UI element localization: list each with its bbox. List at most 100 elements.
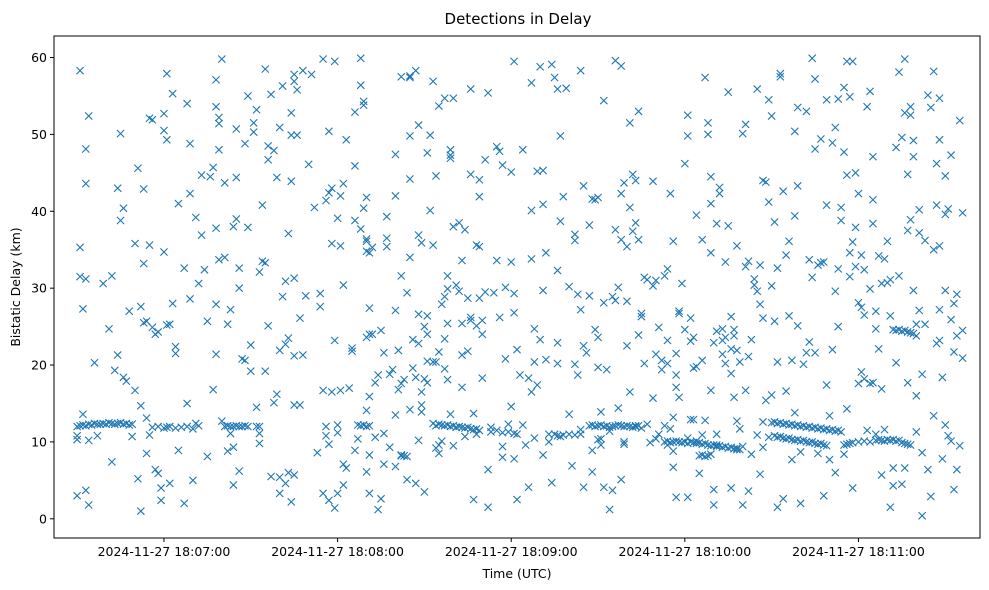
data-point xyxy=(793,103,802,112)
data-point xyxy=(840,83,848,92)
data-point xyxy=(194,279,203,288)
data-point xyxy=(932,201,941,210)
data-point xyxy=(594,363,603,372)
data-point xyxy=(463,347,472,356)
data-point xyxy=(290,470,299,479)
data-point xyxy=(527,387,536,396)
data-point xyxy=(394,385,403,394)
data-point xyxy=(764,433,773,442)
data-point xyxy=(660,421,669,430)
data-point xyxy=(304,160,313,169)
data-point xyxy=(400,451,409,460)
data-point xyxy=(93,431,102,440)
data-point xyxy=(209,385,218,394)
data-point xyxy=(706,450,715,459)
data-point xyxy=(240,421,249,430)
data-point xyxy=(779,494,788,503)
data-point xyxy=(264,141,273,150)
data-point xyxy=(698,430,707,439)
data-point xyxy=(220,422,229,431)
data-point xyxy=(310,203,319,212)
data-point xyxy=(669,413,678,422)
data-point xyxy=(397,72,406,81)
data-point xyxy=(339,179,348,188)
data-point xyxy=(892,143,901,152)
data-point xyxy=(287,108,296,117)
data-point xyxy=(672,383,681,392)
data-point xyxy=(159,126,168,135)
data-point xyxy=(377,326,385,335)
data-point xyxy=(941,210,950,219)
data-point xyxy=(701,73,710,82)
data-point xyxy=(628,227,637,236)
data-point xyxy=(819,258,828,267)
data-point xyxy=(434,347,443,356)
data-point xyxy=(735,424,744,433)
data-point xyxy=(617,235,626,244)
data-point xyxy=(949,299,958,308)
data-point xyxy=(81,486,90,495)
data-point xyxy=(686,337,695,346)
data-point xyxy=(732,417,741,426)
data-point xyxy=(345,384,354,393)
data-point xyxy=(284,229,293,238)
data-point xyxy=(923,91,932,100)
data-point xyxy=(625,203,634,212)
data-point xyxy=(131,386,140,395)
data-point xyxy=(599,483,608,492)
data-point xyxy=(397,271,406,280)
data-point xyxy=(513,345,521,354)
data-point xyxy=(805,337,814,346)
data-point xyxy=(76,66,85,75)
data-point xyxy=(724,88,733,97)
data-point xyxy=(611,225,620,234)
data-point xyxy=(214,145,223,154)
data-point xyxy=(831,123,840,132)
data-point xyxy=(492,426,501,435)
data-point xyxy=(692,211,701,220)
data-point xyxy=(758,417,767,426)
y-tick-label: 20 xyxy=(31,358,47,373)
data-point xyxy=(703,118,712,127)
data-point xyxy=(721,359,730,368)
data-point xyxy=(275,489,284,498)
data-point xyxy=(654,323,663,332)
data-point xyxy=(576,425,585,434)
data-point xyxy=(738,129,747,138)
data-point xyxy=(663,359,672,368)
data-point xyxy=(203,452,212,461)
data-point xyxy=(437,437,446,446)
chart-title: Detections in Delay xyxy=(445,10,592,28)
data-point xyxy=(104,324,113,333)
data-point xyxy=(539,200,548,209)
data-point xyxy=(634,331,643,340)
data-point xyxy=(466,85,475,94)
data-point xyxy=(191,419,200,428)
data-point xyxy=(446,410,455,419)
data-point xyxy=(281,479,290,488)
data-point xyxy=(212,350,221,359)
data-point xyxy=(712,440,721,449)
data-point xyxy=(180,499,189,508)
data-point xyxy=(845,248,854,257)
data-point xyxy=(365,248,374,257)
data-point xyxy=(929,411,938,420)
data-point xyxy=(267,472,276,481)
data-point xyxy=(617,475,626,484)
data-point xyxy=(339,480,348,489)
data-point xyxy=(701,416,710,425)
data-point xyxy=(646,438,655,447)
data-point xyxy=(521,440,530,449)
data-point xyxy=(478,374,487,383)
data-point xyxy=(906,102,915,111)
data-point xyxy=(492,256,501,265)
data-point xyxy=(634,107,643,116)
data-point xyxy=(484,503,493,512)
data-point xyxy=(825,455,834,464)
data-point xyxy=(683,434,692,443)
data-point xyxy=(935,241,944,250)
data-point xyxy=(136,302,145,311)
data-point xyxy=(952,465,961,474)
data-point xyxy=(362,193,371,202)
data-point xyxy=(767,391,776,399)
